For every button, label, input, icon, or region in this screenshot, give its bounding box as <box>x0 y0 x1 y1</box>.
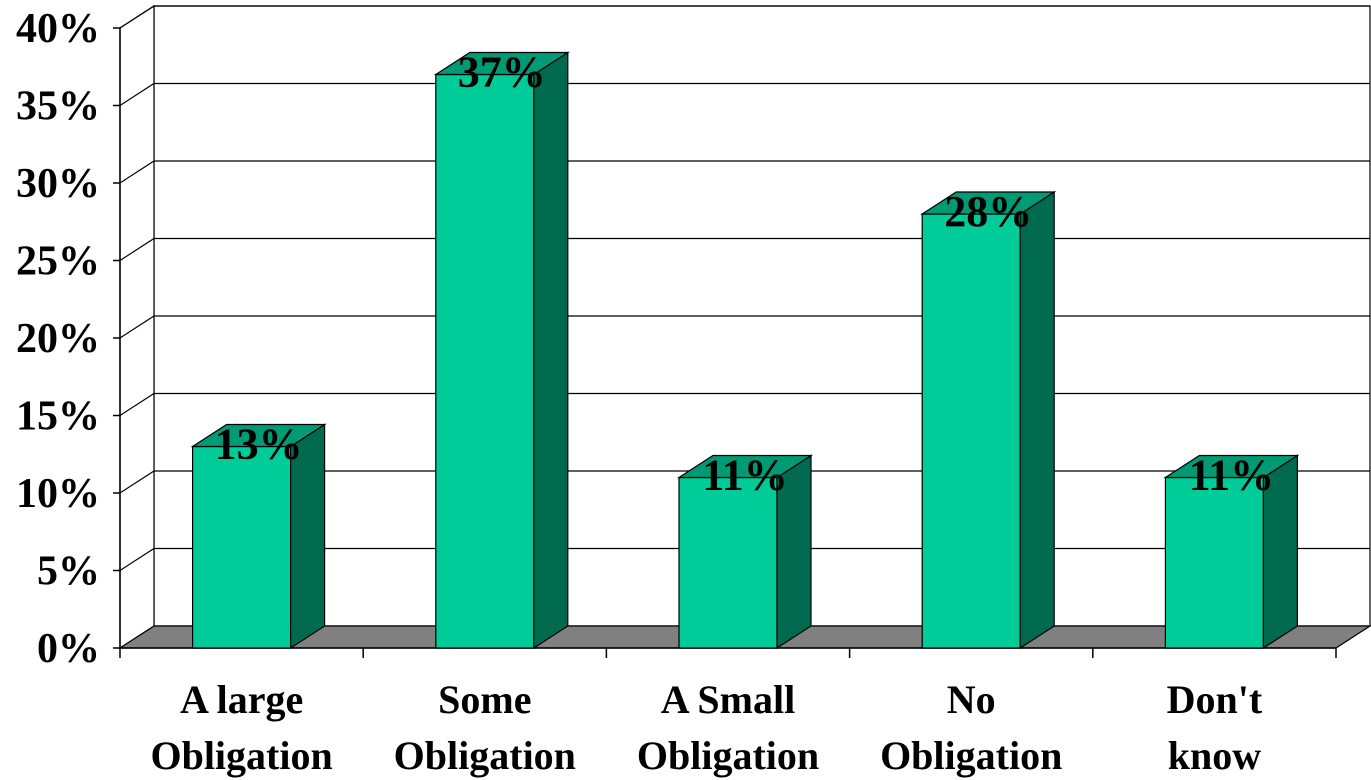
y-tick-label: 5% <box>37 549 100 595</box>
x-tick-label-line: Obligation <box>637 733 819 778</box>
data-label: 37% <box>458 48 546 97</box>
y-tick-label: 15% <box>16 394 100 440</box>
bar-front <box>1164 476 1265 649</box>
x-tick-label-line: know <box>1168 733 1261 778</box>
x-tick-label-line: Obligation <box>394 733 576 778</box>
x-tick-label: A large Obligation <box>150 677 332 778</box>
y-tick-label: 30% <box>16 161 100 207</box>
y-axis-tick-labels: 0% 5% 10% 15% 20% 25% 30% 35% 40% <box>16 6 100 672</box>
x-axis-category-labels: A large Obligation Some Obligation A Small Ob… <box>150 677 1262 778</box>
bar-top <box>676 454 814 479</box>
x-tick-label-line: A Small <box>661 677 795 722</box>
data-label: 13% <box>215 420 303 469</box>
bar <box>920 190 1057 650</box>
y-tick-label: 20% <box>16 316 100 362</box>
bar-top <box>1163 454 1300 479</box>
bar <box>1163 454 1300 650</box>
bar <box>433 51 570 650</box>
x-tick-label-line: Don't <box>1167 677 1263 722</box>
gridline <box>119 160 1370 184</box>
y-tick-label: 40% <box>16 6 100 52</box>
x-tick-label: A Small Obligation <box>637 677 819 778</box>
bar <box>190 423 327 650</box>
y-tick-label: 35% <box>16 84 100 130</box>
data-label: 11% <box>702 451 788 500</box>
x-tick-label: Don't know <box>1167 677 1263 778</box>
bar-side <box>1019 190 1055 650</box>
bar <box>676 454 814 650</box>
bar-side <box>533 51 569 650</box>
gridline <box>119 82 1370 107</box>
y-tick-label: 25% <box>16 239 100 285</box>
bar-top <box>433 51 570 76</box>
x-tick-label: Some Obligation <box>394 677 576 778</box>
data-label: 11% <box>1189 451 1275 500</box>
bar-front <box>435 73 535 649</box>
data-labels: 13% 37% 11% 28% 11% <box>215 48 1275 500</box>
x-tick-label-line: Obligation <box>880 733 1062 778</box>
x-tick-label-line: A large <box>180 677 303 722</box>
bar-top <box>920 191 1057 215</box>
y-tick-label: 10% <box>16 471 100 517</box>
x-tick-label-line: No <box>947 677 996 722</box>
x-tick-label-line: Obligation <box>150 733 332 778</box>
x-tick-label: No Obligation <box>880 677 1062 778</box>
bar-front <box>192 445 292 649</box>
bar-front <box>678 476 778 649</box>
bars <box>190 51 1300 650</box>
data-label: 28% <box>944 187 1032 236</box>
bar-top <box>190 423 327 448</box>
y-tick-label: 0% <box>37 626 100 672</box>
gridline <box>119 5 1370 29</box>
bar-front <box>921 213 1021 649</box>
x-tick-label-line: Some <box>438 677 531 722</box>
